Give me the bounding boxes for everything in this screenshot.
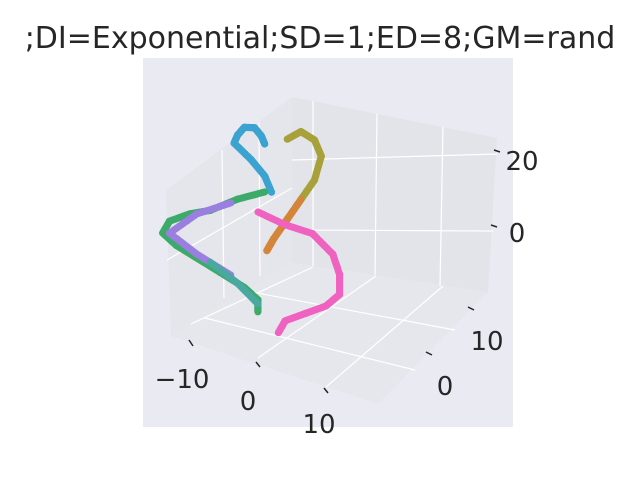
y-tick-label: 10 <box>470 327 503 357</box>
x-tick-label: 0 <box>240 387 257 417</box>
y-tick-label: 0 <box>437 372 454 402</box>
grid-lines <box>166 101 498 388</box>
x-tick-label: 10 <box>302 410 335 440</box>
data-point <box>254 300 262 308</box>
chart-title: ;DI=Exponential;SD=1;ED=8;GM=rand <box>25 21 616 56</box>
back-wall-left <box>166 97 292 336</box>
x-tick-label: −10 <box>155 365 210 395</box>
axis-tick-marks <box>188 149 501 394</box>
scatter-points <box>159 123 344 337</box>
data-point <box>267 188 276 196</box>
back-wall-right <box>292 97 497 292</box>
data-point <box>263 247 271 255</box>
data-point <box>274 329 282 337</box>
z-tick-label: 20 <box>505 147 538 177</box>
z-tick-label: 0 <box>509 219 526 249</box>
data-point <box>254 308 262 316</box>
